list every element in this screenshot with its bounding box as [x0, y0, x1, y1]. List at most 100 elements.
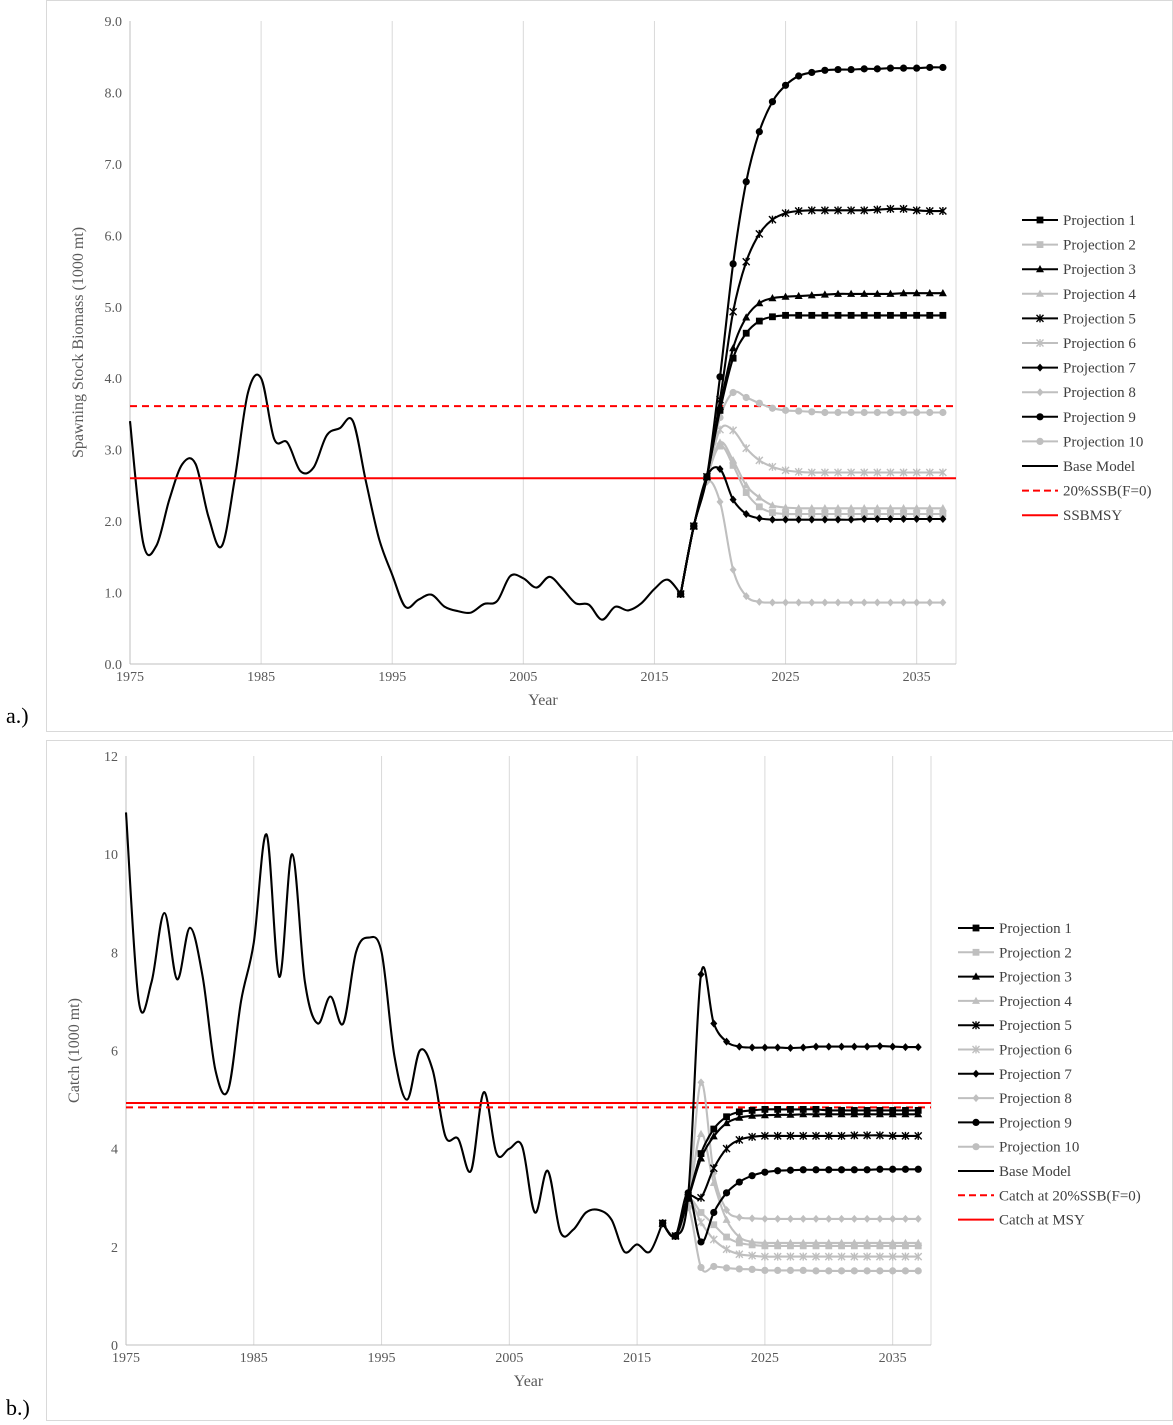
data-point: [729, 565, 737, 574]
data-point: [773, 1110, 782, 1118]
data-point: [889, 1165, 897, 1173]
data-point: [755, 456, 764, 465]
legend-item-projection-6: Projection 6: [958, 1043, 1072, 1059]
data-point: [761, 1043, 769, 1052]
legend-label: SSBMSY: [1063, 508, 1122, 524]
data-point: [782, 510, 789, 518]
data-point: [876, 1267, 884, 1275]
data-point: [684, 1189, 692, 1197]
data-point: [807, 504, 816, 512]
y-tick-label: 9.0: [105, 15, 123, 30]
legend-marker: [972, 1094, 980, 1103]
data-point: [886, 204, 895, 213]
data-point: [786, 1166, 795, 1174]
data-point: [821, 408, 829, 417]
data-point: [914, 1043, 922, 1052]
data-point: [722, 1118, 731, 1127]
data-point: [799, 1043, 807, 1052]
data-point: [837, 1131, 846, 1140]
data-point: [735, 1108, 743, 1116]
data-point: [716, 438, 724, 446]
data-point: [925, 504, 934, 512]
series-projection-8: [659, 1078, 922, 1241]
data-point: [799, 1166, 807, 1174]
legend-label: Projection 10: [999, 1140, 1079, 1156]
data-point: [768, 462, 777, 471]
data-point: [761, 1106, 769, 1113]
legend-label: Projection 3: [999, 970, 1072, 986]
data-point: [782, 515, 790, 524]
data-point: [926, 311, 934, 319]
data-point: [889, 1267, 897, 1275]
data-point: [926, 408, 934, 417]
data-point: [735, 1178, 743, 1186]
data-point: [938, 504, 947, 512]
data-point: [761, 1266, 769, 1274]
data-point: [925, 289, 934, 297]
data-point: [834, 468, 842, 477]
data-point: [812, 1252, 820, 1261]
data-point: [847, 510, 855, 518]
data-point: [748, 1132, 757, 1141]
data-point: [697, 1078, 705, 1087]
data-point: [888, 1238, 897, 1246]
data-point: [938, 468, 947, 477]
data-point: [761, 1168, 769, 1176]
data-point: [768, 98, 777, 106]
y-tick-label: 5.0: [105, 301, 123, 316]
data-point: [812, 1131, 820, 1140]
legend-label: Base Model: [999, 1164, 1071, 1180]
x-tick-label: 2015: [623, 1351, 651, 1366]
data-point: [888, 1110, 897, 1118]
data-point: [812, 1238, 820, 1246]
legend-item-projection-5: Projection 5: [958, 1018, 1072, 1034]
data-point: [808, 68, 816, 77]
data-point: [755, 128, 763, 136]
series-base-model: [128, 373, 682, 621]
series-projection-7: [677, 464, 947, 598]
legend-label: Projection 1: [999, 921, 1072, 937]
data-point: [938, 207, 947, 216]
data-point: [735, 1232, 744, 1241]
y-tick-label: 0: [111, 1339, 118, 1354]
data-point: [821, 598, 829, 607]
data-point: [703, 473, 711, 481]
legend-marker: [1036, 265, 1044, 273]
data-point: [889, 1042, 897, 1051]
data-point: [742, 444, 751, 453]
legend-label: Projection 9: [999, 1115, 1072, 1131]
data-point: [697, 1129, 705, 1137]
data-point: [729, 344, 738, 352]
data-point: [914, 1131, 923, 1140]
data-point: [876, 1042, 884, 1051]
data-point: [748, 1172, 756, 1180]
data-point: [913, 514, 921, 523]
data-point: [697, 1263, 705, 1272]
data-point: [834, 598, 842, 607]
data-point: [795, 510, 803, 518]
data-point: [742, 313, 751, 321]
data-point: [825, 1214, 833, 1223]
legend-label: 20%SSB(F=0): [1063, 484, 1151, 500]
data-point: [729, 456, 738, 464]
data-point: [710, 1262, 718, 1271]
data-point: [799, 1214, 807, 1223]
legend-label: Projection 6: [1063, 336, 1136, 352]
data-point: [742, 329, 750, 337]
legend-item-ssbmsy: SSBMSY: [1022, 508, 1122, 524]
data-point: [901, 1043, 909, 1052]
data-point: [697, 1218, 705, 1227]
legend-item-20-ssb-f-0: 20%SSB(F=0): [1022, 484, 1151, 500]
data-point: [799, 1110, 808, 1118]
legend: Projection 1 Projection 2 Projection 3 Proj…: [1022, 213, 1151, 524]
legend-marker: [1036, 437, 1044, 445]
data-point: [795, 515, 803, 524]
data-point: [786, 1266, 795, 1274]
data-point: [808, 510, 816, 518]
data-point: [774, 1167, 782, 1175]
data-point: [755, 299, 764, 307]
data-point: [812, 1106, 820, 1113]
data-point: [723, 1206, 731, 1215]
data-point: [847, 206, 856, 215]
data-point: [887, 510, 894, 518]
